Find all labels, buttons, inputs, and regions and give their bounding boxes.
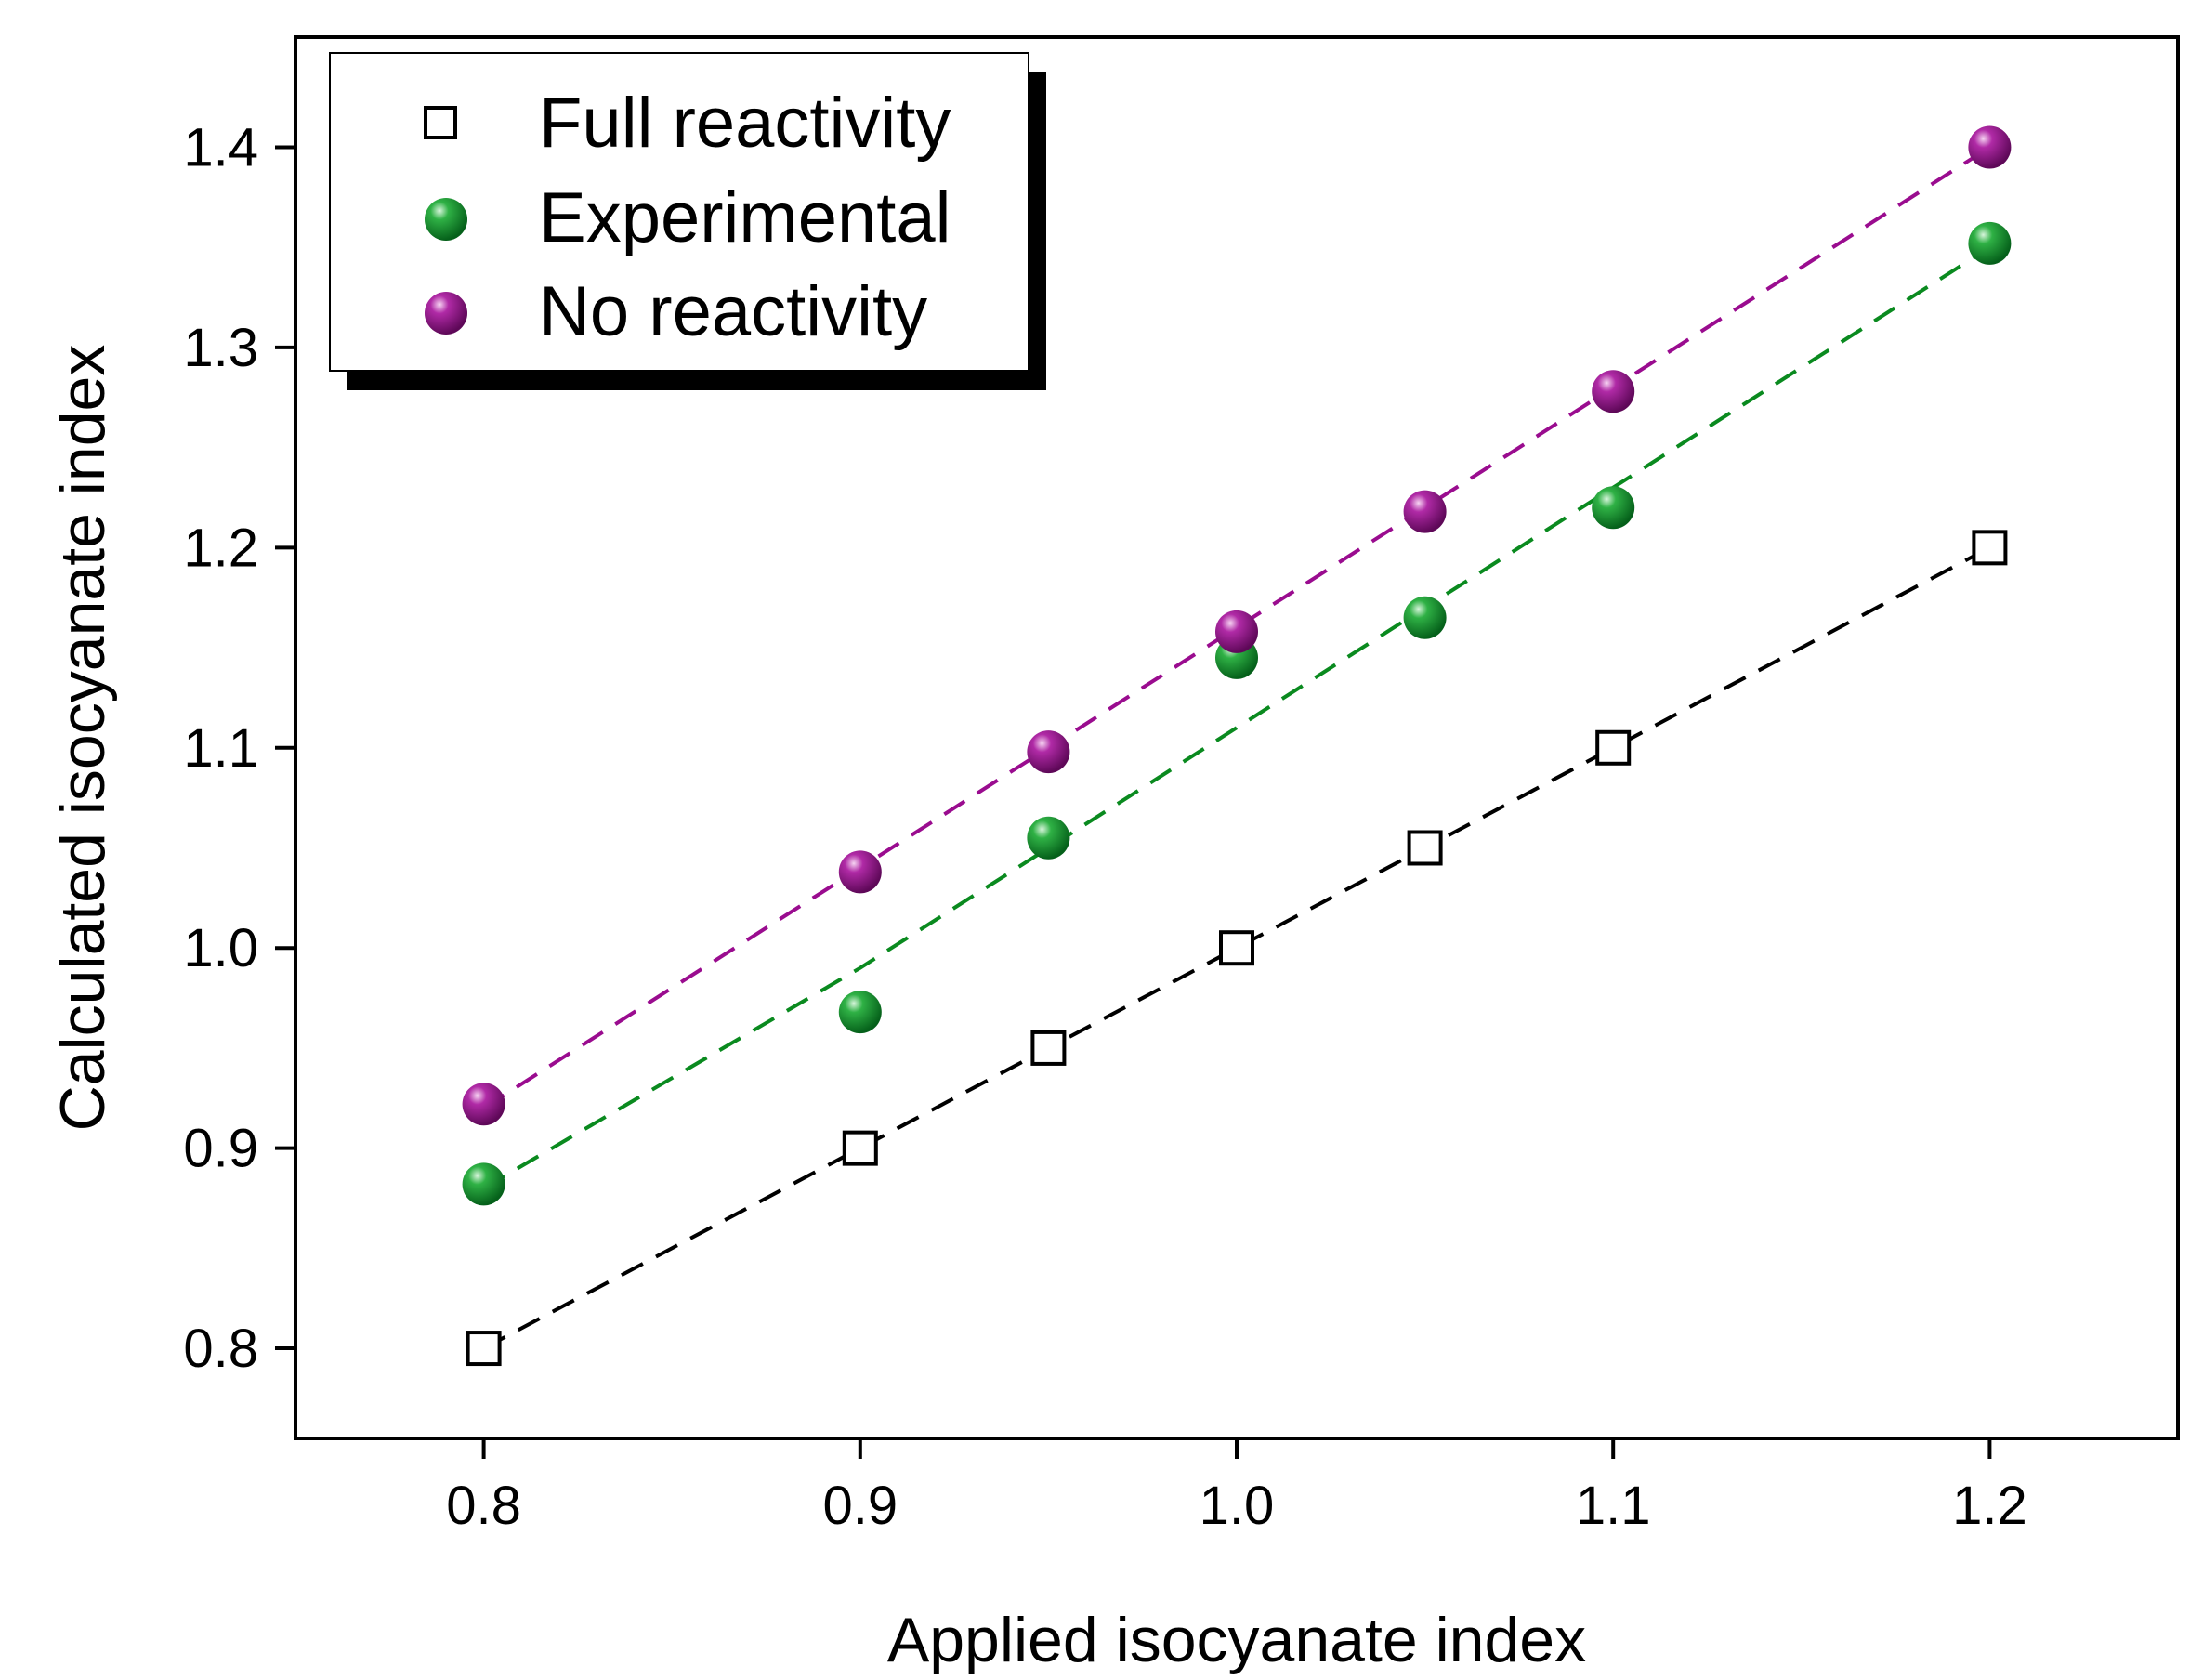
x-tick-label: 1.1 [1576,1476,1651,1536]
y-tick-label: 1.4 [183,117,258,177]
y-tick-label: 1.0 [183,918,258,978]
legend-purple-sphere-icon [425,292,467,335]
legend-square-icon [424,106,457,139]
y-axis-ticks: 0.8 0.9 1.0 1.1 1.2 1.3 1.4 [183,117,295,1379]
data-point-series-1 [838,991,882,1034]
data-point-series-2 [1968,125,2012,169]
data-point-full-reactivity [842,1130,878,1166]
data-point-full-reactivity [1595,729,1632,766]
data-point-series-2 [1215,610,1258,653]
x-axis-ticks: 0.8 0.9 1.0 1.1 1.2 [446,1438,2027,1536]
legend: Full reactivity Experimental No reactivi… [329,52,1046,390]
data-point-full-reactivity [1219,930,1254,966]
x-axis-title: Applied isocyanate index [887,1605,1586,1675]
data-point-series-1 [1968,221,2012,265]
data-point-series-1 [462,1162,505,1206]
data-point-series-1 [1027,816,1070,860]
legend-label-experimental: Experimental [539,178,951,257]
legend-green-sphere-icon [425,198,467,241]
data-point-series-1 [1403,596,1447,639]
data-markers [462,125,2012,1367]
data-point-series-1 [1592,486,1635,530]
data-point-full-reactivity [1030,1030,1067,1066]
data-point-full-reactivity [1407,830,1443,866]
y-tick-label: 1.3 [183,318,258,378]
data-point-series-2 [1403,490,1447,533]
y-axis-title: Calculated isocyanate index [47,345,118,1132]
data-point-full-reactivity [466,1331,502,1367]
data-point-series-2 [1027,730,1070,774]
data-point-series-2 [838,850,882,894]
legend-label-full-reactivity: Full reactivity [539,84,951,163]
data-point-full-reactivity [1972,530,2008,566]
x-tick-label: 1.0 [1200,1476,1275,1536]
x-tick-label: 1.2 [1952,1476,2027,1536]
y-tick-label: 1.2 [183,518,258,578]
y-tick-label: 0.8 [183,1319,258,1379]
x-tick-label: 0.8 [446,1476,521,1536]
y-tick-label: 1.1 [183,718,258,779]
data-point-series-2 [1592,370,1635,413]
y-tick-label: 0.9 [183,1119,258,1179]
legend-label-no-reactivity: No reactivity [539,272,927,351]
data-point-series-2 [462,1083,505,1126]
x-tick-label: 0.9 [822,1476,898,1536]
